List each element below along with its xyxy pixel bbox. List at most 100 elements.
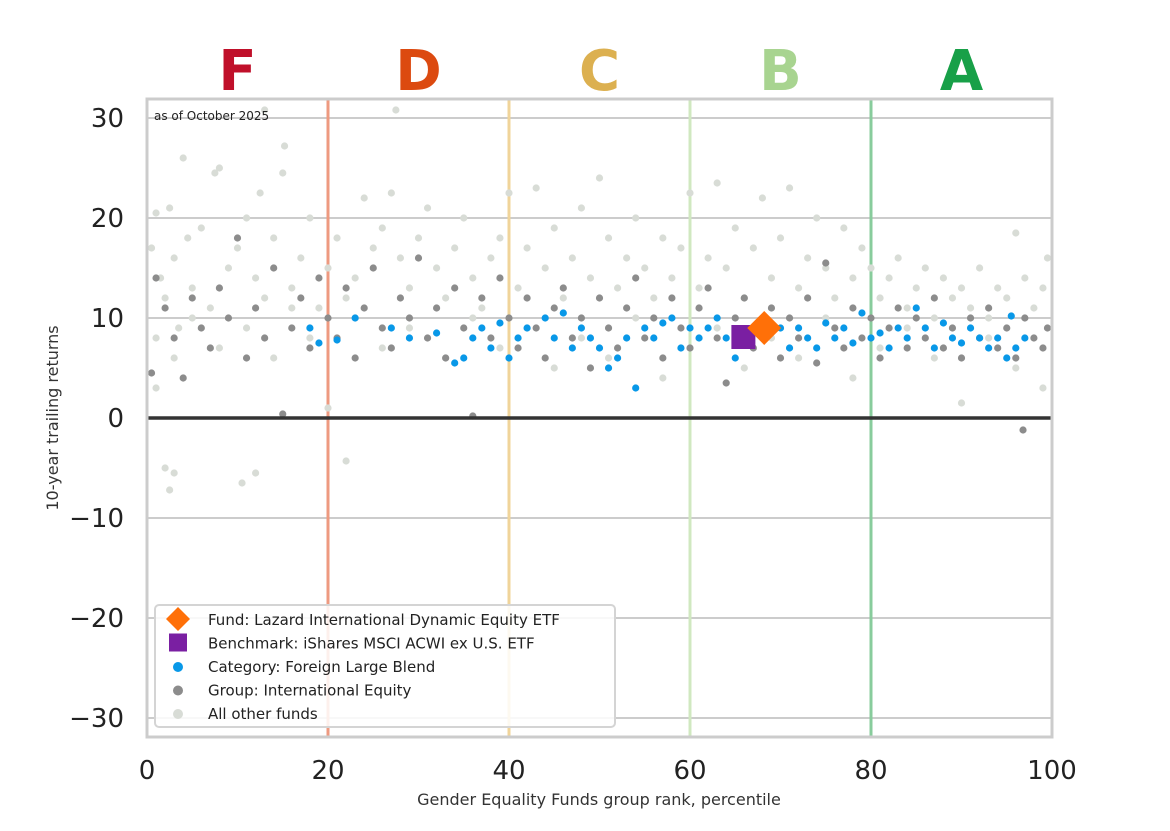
data-point — [179, 154, 187, 162]
data-point — [641, 324, 649, 332]
y-tick-label: −30 — [69, 704, 124, 734]
y-tick-label: 10 — [91, 304, 124, 334]
data-point — [704, 254, 712, 262]
data-point — [1019, 426, 1027, 434]
data-point — [1021, 334, 1029, 342]
data-point — [876, 329, 884, 337]
data-point — [270, 354, 278, 362]
data-point — [1012, 229, 1020, 237]
data-point — [686, 344, 694, 352]
data-point — [550, 364, 558, 372]
data-point — [369, 244, 377, 252]
data-point — [876, 344, 884, 352]
data-point — [170, 469, 178, 477]
data-point — [994, 344, 1002, 352]
data-point — [496, 344, 504, 352]
data-point — [713, 179, 721, 187]
data-point — [166, 486, 174, 494]
data-point — [532, 184, 540, 192]
data-point — [188, 284, 196, 292]
data-point — [161, 304, 169, 312]
data-point — [595, 174, 604, 182]
fund-marker — [747, 311, 782, 345]
data-point — [804, 294, 812, 302]
data-point — [405, 284, 414, 292]
data-point — [903, 304, 911, 312]
data-point — [333, 234, 341, 242]
data-point — [650, 314, 658, 322]
data-point — [532, 324, 540, 332]
axes: −30 −20 −10 0 10 20 30 0 20 40 60 80 100 — [69, 104, 1077, 786]
data-point — [1030, 334, 1038, 342]
data-point — [867, 314, 875, 322]
data-point — [378, 344, 386, 352]
data-point — [469, 314, 477, 322]
data-point — [215, 164, 223, 172]
data-point — [921, 334, 929, 342]
data-point — [378, 324, 386, 332]
data-point — [659, 354, 667, 362]
data-point — [604, 234, 613, 242]
legend-dot-icon — [173, 662, 183, 672]
data-point — [423, 204, 432, 212]
data-point — [586, 274, 595, 282]
data-point — [224, 264, 233, 272]
data-point — [722, 334, 730, 342]
data-point — [731, 224, 739, 232]
legend-dot-icon — [173, 685, 183, 696]
data-point — [623, 334, 631, 342]
data-point — [813, 344, 821, 352]
data-point — [758, 194, 767, 202]
data-point — [147, 369, 156, 377]
data-point — [238, 479, 246, 487]
data-point — [795, 354, 803, 362]
data-point — [976, 334, 984, 342]
data-point — [224, 314, 233, 322]
data-point — [161, 294, 169, 302]
data-point — [433, 304, 441, 312]
data-point — [152, 274, 160, 282]
data-point — [939, 344, 948, 352]
data-point — [451, 284, 459, 292]
data-point — [487, 254, 495, 262]
data-point — [478, 294, 486, 302]
data-point — [595, 294, 604, 302]
data-point — [306, 334, 314, 342]
data-point — [360, 194, 368, 202]
data-point — [604, 354, 613, 362]
legend: Fund: Lazard International Dynamic Equit… — [154, 604, 616, 728]
data-point — [1021, 314, 1029, 322]
data-point — [659, 374, 667, 382]
data-point — [632, 274, 640, 282]
data-point — [885, 344, 893, 352]
data-point — [414, 234, 423, 242]
data-point — [767, 274, 776, 282]
data-point — [731, 314, 739, 322]
data-point — [632, 314, 640, 322]
data-point — [713, 314, 721, 322]
data-point — [604, 364, 613, 372]
data-point — [550, 224, 558, 232]
data-point — [197, 224, 205, 232]
data-point — [695, 284, 703, 292]
data-point — [903, 344, 911, 352]
data-point — [559, 284, 567, 292]
data-point — [1003, 354, 1011, 362]
data-point — [876, 354, 884, 362]
data-point — [280, 142, 289, 150]
data-point — [912, 284, 920, 292]
data-point — [315, 304, 323, 312]
data-point — [849, 339, 857, 347]
x-tick-label: 40 — [492, 756, 525, 786]
data-point — [568, 334, 576, 342]
data-point — [396, 294, 404, 302]
data-point — [252, 469, 260, 477]
data-point — [469, 334, 477, 342]
y-axis-label: 10-year trailing returns — [43, 325, 62, 510]
grade-label-D: D — [395, 39, 441, 104]
data-point — [994, 284, 1002, 292]
data-point — [1043, 254, 1052, 262]
data-point — [713, 334, 721, 342]
y-tick-label: 0 — [107, 404, 124, 434]
